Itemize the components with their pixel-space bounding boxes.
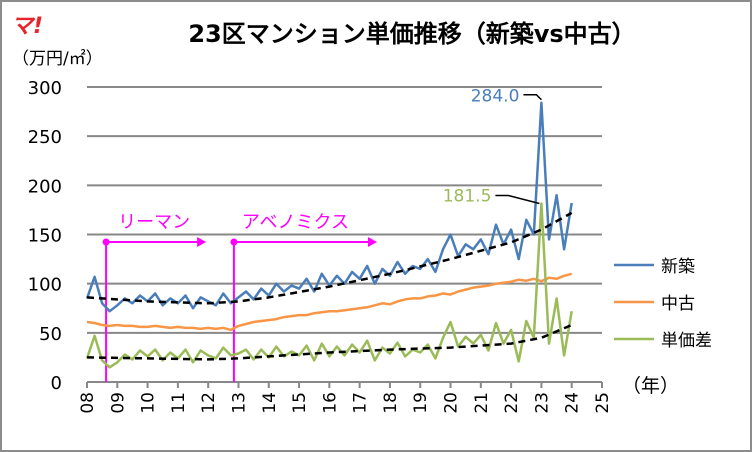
series-line-新築	[85, 101, 573, 313]
leader-line	[523, 93, 542, 101]
x-tick-label: 21	[472, 392, 492, 414]
x-tick-label: 22	[502, 392, 522, 414]
data-label: 181.5	[443, 187, 492, 207]
arrowhead	[367, 237, 377, 247]
x-tick-label: 17	[351, 392, 371, 414]
y-tick-label: 200	[28, 176, 62, 197]
y-tick-label: 150	[28, 226, 62, 247]
x-tick-label: 16	[320, 392, 340, 414]
x-tick-label: 14	[260, 392, 280, 414]
series-line-中古	[86, 272, 573, 332]
y-tick-label: 300	[28, 78, 62, 99]
legend-label: 新築	[661, 257, 695, 277]
x-tick-label: 13	[229, 392, 249, 414]
logo: マ!	[11, 14, 44, 39]
x-tick-label: 20	[442, 392, 462, 414]
legend-label: 単価差	[661, 331, 712, 351]
y-tick-label: 50	[39, 324, 62, 345]
legend-label: 中古	[661, 294, 695, 314]
x-tick-label: 11	[169, 392, 189, 414]
x-tick-label: 09	[108, 392, 128, 414]
x-tick-label: 15	[290, 392, 310, 414]
x-tick-label: 19	[411, 392, 431, 414]
series-line-単価差	[85, 202, 573, 369]
trendline	[86, 323, 573, 361]
chart-title: 23区マンション単価推移（新築vs中古）	[188, 20, 636, 48]
arrowhead	[197, 237, 207, 247]
x-tick-label: 10	[139, 392, 159, 414]
x-tick-label: 25	[593, 392, 613, 414]
y-tick-label: 250	[28, 127, 62, 148]
annotation-label: リーマン	[118, 212, 190, 233]
x-axis-label: （年）	[622, 375, 679, 397]
annotation-label: アベノミクス	[242, 212, 349, 233]
x-tick-label: 23	[532, 392, 552, 414]
x-tick-label: 24	[563, 392, 583, 414]
x-tick-label: 18	[381, 392, 401, 414]
y-axis-unit: （万円/㎡）	[12, 49, 103, 69]
leader-line	[495, 194, 540, 205]
data-label: 284.0	[471, 87, 520, 107]
x-tick-label: 12	[199, 392, 219, 414]
x-tick-label: 08	[78, 392, 98, 414]
y-tick-label: 0	[51, 373, 62, 394]
trendline	[86, 211, 573, 305]
y-tick-label: 100	[28, 275, 62, 296]
